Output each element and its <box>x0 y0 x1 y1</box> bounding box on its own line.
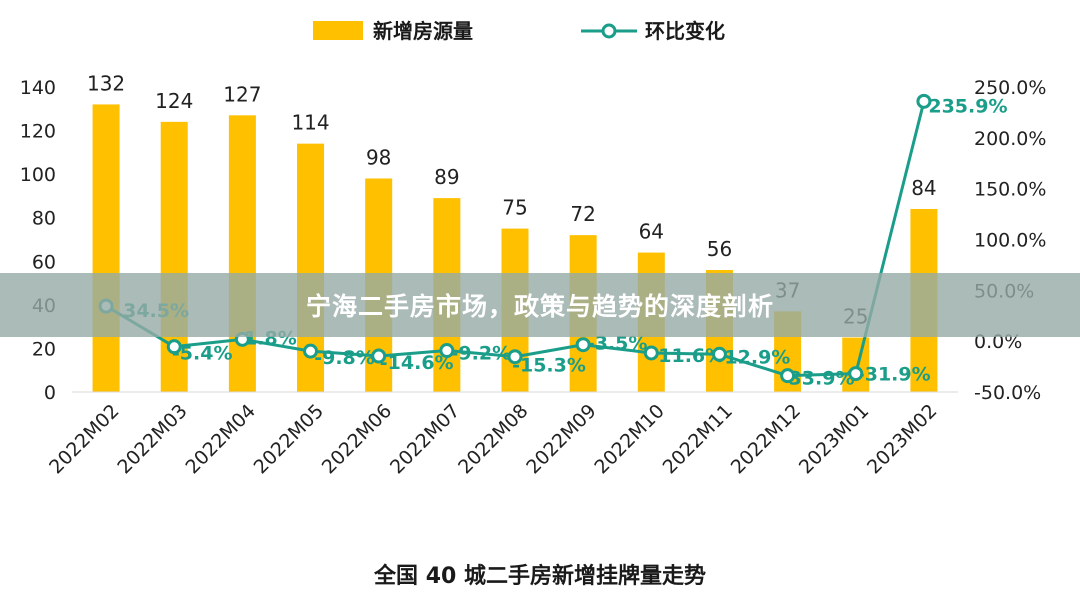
y-left-tick-label: 140 <box>20 77 56 99</box>
line-point <box>848 366 864 382</box>
line-value-label: -11.6% <box>650 345 724 367</box>
bar-value-label: 75 <box>502 196 527 220</box>
y-left-tick-label: 0 <box>44 382 56 404</box>
x-tick-label: 2023M01 <box>795 400 873 478</box>
bar-value-label: 124 <box>155 89 193 113</box>
x-tick-label: 2022M09 <box>522 400 600 478</box>
x-tick-label: 2022M04 <box>181 400 259 478</box>
bar-value-label: 64 <box>639 220 664 244</box>
line-point <box>575 337 591 353</box>
y-left-tick-label: 120 <box>20 121 56 143</box>
line-point <box>780 368 796 384</box>
line-value-label: -33.9% <box>781 368 855 390</box>
line-value-label: 235.9% <box>928 95 1007 117</box>
y-left-tick-label: 60 <box>32 251 56 273</box>
bar-value-label: 114 <box>291 111 329 135</box>
y-left-tick-label: 100 <box>20 164 56 186</box>
y-right-tick-label: 100.0% <box>974 230 1046 252</box>
y-left-tick-label: 20 <box>32 338 56 360</box>
line-value-label: -14.6% <box>380 352 454 374</box>
bar-value-label: 84 <box>911 176 936 200</box>
x-tick-label: 2022M03 <box>113 400 191 478</box>
line-point <box>303 343 319 359</box>
x-tick-label: 2022M02 <box>45 400 123 478</box>
bar <box>842 337 870 392</box>
bar <box>228 115 256 393</box>
bar <box>92 104 120 392</box>
line-point <box>166 339 182 355</box>
line-point <box>916 93 932 109</box>
x-tick-label: 2022M08 <box>454 400 532 478</box>
bar-value-label: 56 <box>707 237 732 261</box>
line-value-label: -5.4% <box>172 343 233 365</box>
y-left-tick-label: 80 <box>32 208 56 230</box>
line-point <box>371 348 387 364</box>
x-tick-label: 2022M07 <box>386 400 464 478</box>
line-point <box>643 345 659 361</box>
x-tick-label: 2022M10 <box>590 400 668 478</box>
x-tick-label: 2023M02 <box>863 400 941 478</box>
line-point <box>507 349 523 365</box>
line-value-label: -31.9% <box>857 364 931 386</box>
line-point <box>439 343 455 359</box>
bar-value-label: 127 <box>223 82 261 106</box>
bar-value-label: 98 <box>366 146 391 170</box>
chart-caption: 全国 40 城二手房新增挂牌量走势 <box>374 564 706 589</box>
line-value-label: -15.3% <box>512 355 586 377</box>
line-value-label: -3.5% <box>587 333 648 355</box>
legend-bar-label: 新增房源量 <box>373 19 473 43</box>
x-tick-label: 2022M05 <box>250 400 328 478</box>
banner-title: 宁海二手房市场，政策与趋势的深度剖析 <box>305 292 774 321</box>
x-tick-label: 2022M12 <box>727 400 805 478</box>
line-value-label: -9.8% <box>314 347 375 369</box>
y-right-tick-label: -50.0% <box>974 382 1041 404</box>
line-value-label: -12.9% <box>717 346 791 368</box>
x-tick-label: 2022M06 <box>318 400 396 478</box>
x-tick-label: 2022M11 <box>659 400 737 478</box>
legend-line-label: 环比变化 <box>645 19 725 43</box>
bar-value-label: 132 <box>87 71 125 95</box>
line-point <box>711 346 727 362</box>
y-right-tick-label: 200.0% <box>974 128 1046 150</box>
legend-bar-swatch <box>313 21 363 40</box>
line-value-label: -9.2% <box>451 343 512 365</box>
legend-line-marker <box>601 23 617 39</box>
y-right-tick-label: 250.0% <box>974 77 1046 99</box>
title-banner: 宁海二手房市场，政策与趋势的深度剖析 <box>0 273 1080 337</box>
bar-value-label: 72 <box>570 202 595 226</box>
y-right-tick-label: 150.0% <box>974 179 1046 201</box>
bar-value-label: 89 <box>434 165 459 189</box>
